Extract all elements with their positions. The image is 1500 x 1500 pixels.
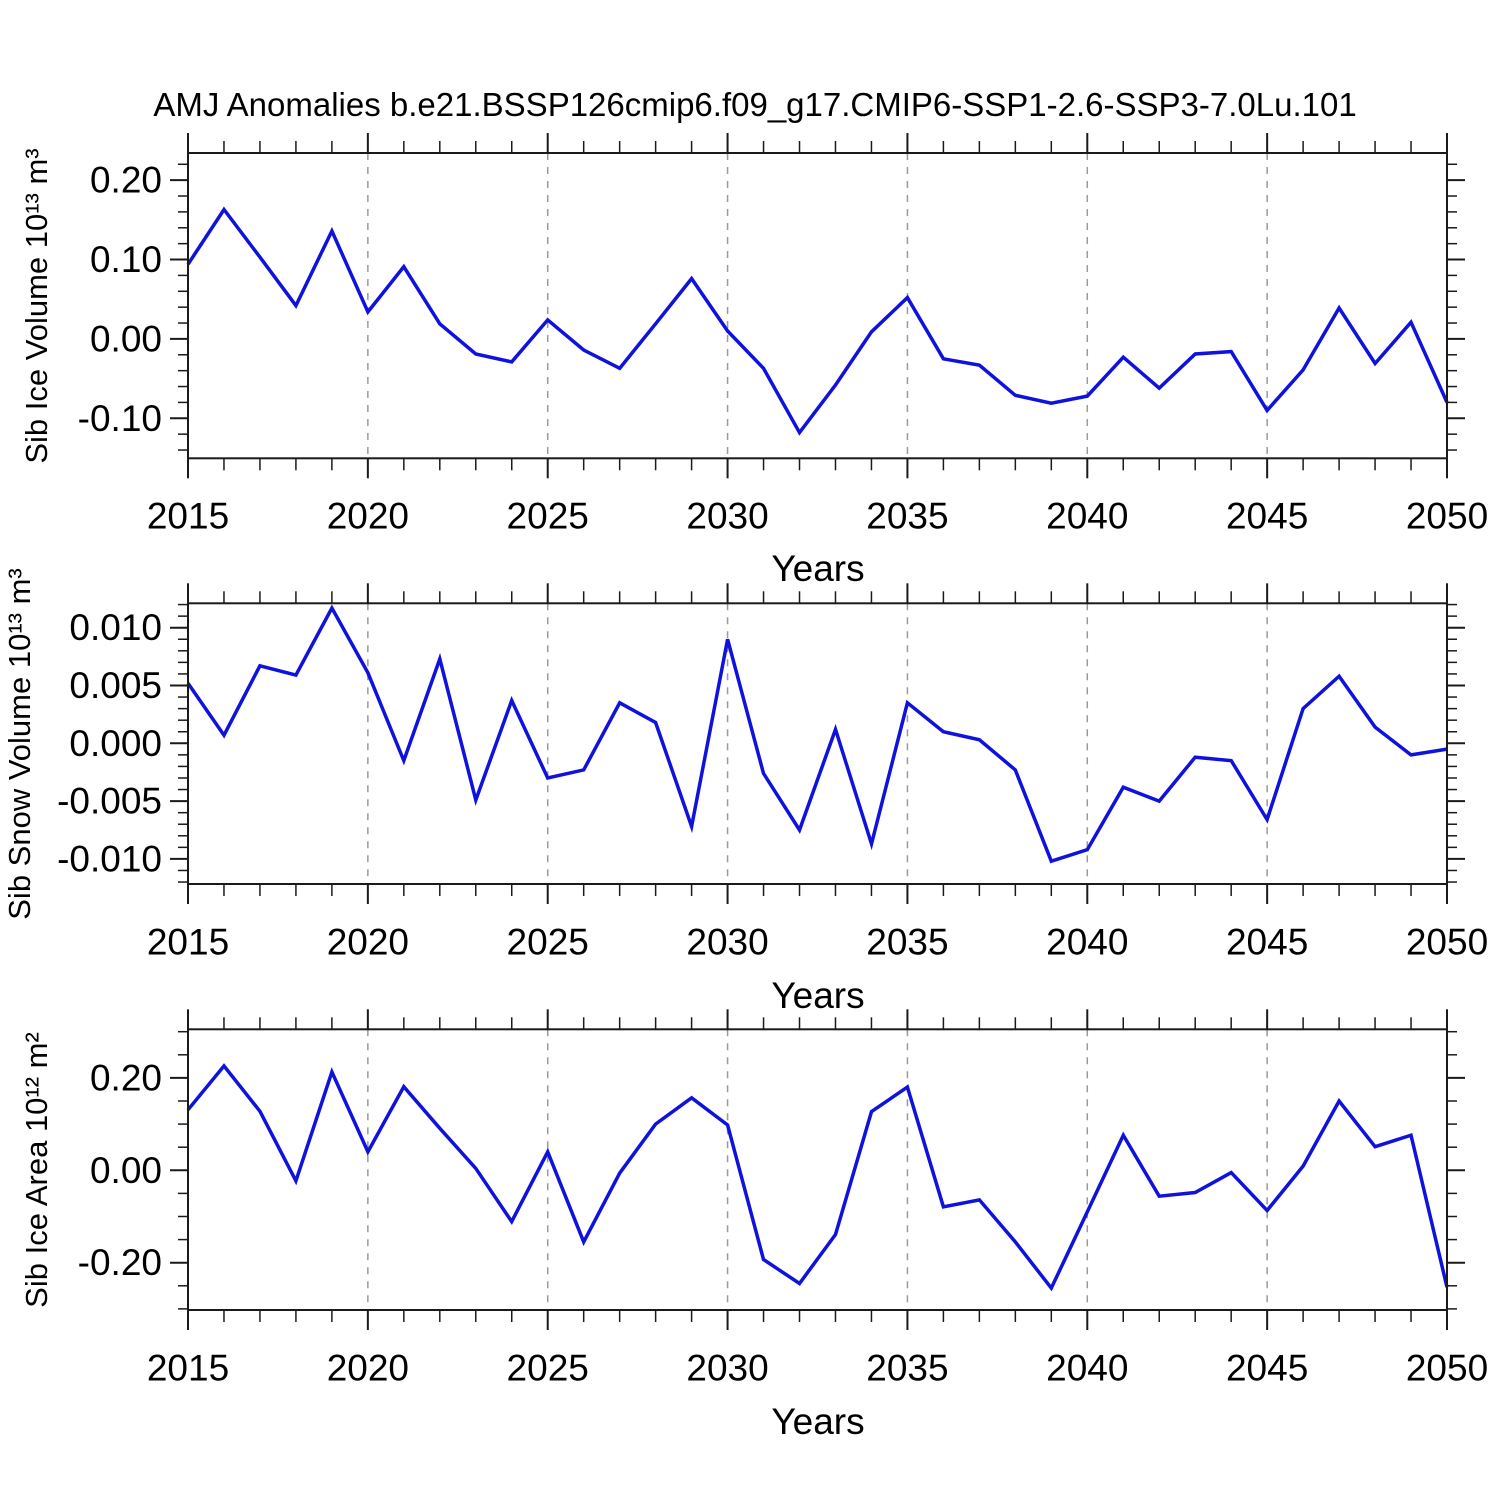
y-tick-label: 0.00 (90, 318, 162, 359)
y-tick-label: 0.010 (69, 607, 162, 648)
x-tick-label: 2025 (507, 922, 589, 963)
axis-box (187, 602, 1448, 885)
y-tick-label: 0.20 (90, 1057, 162, 1098)
x-tick-label: 2015 (147, 1348, 229, 1389)
y-tick-label: -0.10 (78, 398, 162, 439)
panel-sib-ice-volume: 2015 2020 2025 2030 2035 2040 2045 2050 0.20 0.10… (78, 133, 1488, 537)
x-tick-label: 2030 (686, 1348, 768, 1389)
x-tick-label: 2050 (1406, 496, 1488, 537)
y-tick-label: 0.005 (69, 665, 162, 706)
sib-ice-volume-line (186, 206, 1449, 436)
chart-title: AMJ Anomalies b.e21.BSSP126cmip6.f09_g17… (153, 86, 1357, 123)
panel3-x-axis-title: Years (771, 1401, 865, 1442)
y-tick-label: -0.010 (57, 838, 162, 879)
axis-box (187, 152, 1448, 460)
x-tick-label: 2040 (1046, 496, 1128, 537)
panel1-x-axis-title: Years (771, 548, 865, 589)
x-tick-label: 2025 (507, 1348, 589, 1389)
x-tick-label: 2050 (1406, 922, 1488, 963)
x-tick-label: 2030 (686, 922, 768, 963)
x-tick-label: 2015 (147, 922, 229, 963)
y-tick-label: -0.20 (78, 1242, 162, 1283)
panel2-x-axis-title: Years (771, 975, 865, 1016)
x-tick-label: 2020 (327, 922, 409, 963)
x-tick-label: 2050 (1406, 1348, 1488, 1389)
x-tick-label: 2040 (1046, 1348, 1128, 1389)
x-tick-label: 2020 (327, 496, 409, 537)
y-tick-label: -0.005 (57, 781, 162, 822)
panel-sib-ice-area: 2015 2020 2025 2030 2035 2040 2045 2050 0.20 0.00… (78, 1009, 1488, 1389)
x-tick-label: 2030 (686, 496, 768, 537)
x-tick-label: 2015 (147, 496, 229, 537)
axis-box (187, 1028, 1448, 1312)
panel-sib-snow-volume: 2015 2020 2025 2030 2035 2040 2045 2050 0.010 0.0… (57, 583, 1488, 963)
sib-snow-volume-line (186, 604, 1448, 864)
x-tick-label: 2035 (866, 1348, 948, 1389)
x-tick-label: 2025 (507, 496, 589, 537)
y-tick-label: 0.20 (90, 160, 162, 201)
x-tick-label: 2035 (866, 922, 948, 963)
x-tick-label: 2035 (866, 496, 948, 537)
x-tick-label: 2040 (1046, 922, 1128, 963)
y-tick-label: 0.00 (90, 1150, 162, 1191)
x-tick-label: 2020 (327, 1348, 409, 1389)
x-tick-label: 2045 (1226, 922, 1308, 963)
y-tick-label: 0.10 (90, 239, 162, 280)
x-tick-label: 2045 (1226, 496, 1308, 537)
y-tick-label: 0.000 (69, 723, 162, 764)
x-tick-label: 2045 (1226, 1348, 1308, 1389)
sib-ice-area-line (186, 1063, 1449, 1292)
